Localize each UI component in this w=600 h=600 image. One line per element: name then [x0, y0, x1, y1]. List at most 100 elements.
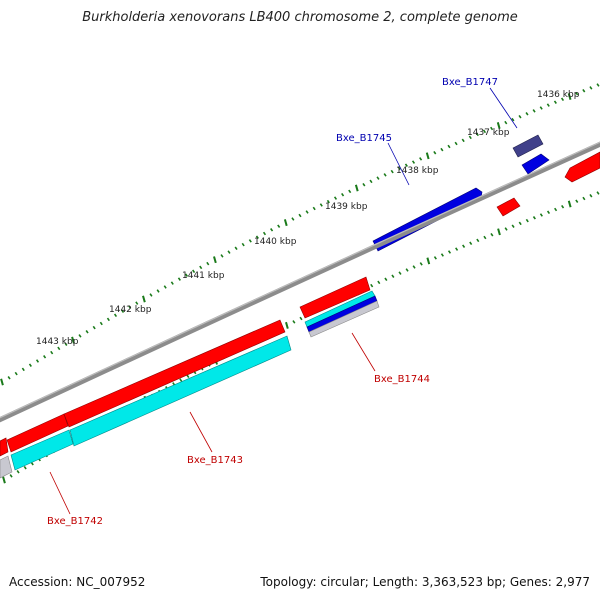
minor-tick — [468, 135, 472, 140]
minor-tick — [298, 213, 302, 218]
minor-tick — [440, 253, 444, 257]
scale-label: 1441 kbp — [182, 271, 225, 281]
minor-tick — [43, 355, 47, 359]
minor-tick — [553, 100, 557, 104]
minor-tick — [21, 367, 25, 372]
minor-tick — [384, 277, 388, 282]
minor-tick — [482, 129, 487, 134]
minor-tick — [518, 114, 522, 119]
gene-bxe-b1747[interactable] — [512, 134, 544, 158]
major-tick — [426, 257, 431, 265]
chromosome-backbone — [0, 141, 600, 423]
minor-tick — [99, 321, 103, 326]
minor-tick — [348, 189, 352, 194]
minor-tick — [582, 196, 586, 201]
minor-tick — [291, 217, 295, 221]
minor-tick — [511, 224, 515, 228]
major-tick — [283, 219, 288, 227]
minor-tick — [504, 120, 508, 125]
gene-label-bxe-b1742[interactable]: Bxe_B1742 — [47, 516, 103, 527]
minor-tick — [234, 246, 238, 251]
minor-tick — [518, 221, 522, 226]
minor-tick — [248, 239, 252, 243]
minor-tick — [483, 235, 487, 240]
minor-tick — [383, 173, 387, 177]
cds-left-edge[interactable] — [0, 455, 13, 479]
minor-tick — [525, 112, 529, 116]
gene-label-bxe-b1745[interactable]: Bxe_B1745 — [336, 133, 392, 144]
minor-tick — [405, 268, 409, 272]
minor-tick — [277, 224, 281, 228]
scale-label: 1443 kbp — [36, 337, 79, 347]
minor-tick — [376, 176, 380, 180]
scale-label: 1439 kbp — [325, 202, 368, 212]
gene-bxe-b1748[interactable] — [564, 151, 600, 183]
map-title: Burkholderia xenovorans LB400 chromosome… — [82, 10, 518, 25]
minor-tick — [227, 250, 231, 254]
cds-bxe-b1742[interactable] — [10, 429, 74, 471]
minor-tick — [85, 330, 89, 334]
minor-tick — [469, 241, 473, 246]
minor-tick — [292, 320, 296, 324]
minor-tick — [241, 242, 245, 247]
scale-labels: 1436 kbp 1437 kbp 1438 kbp 1439 kbp 1440… — [36, 90, 580, 347]
minor-tick — [539, 106, 543, 110]
minor-tick — [575, 91, 579, 96]
minor-tick — [589, 193, 593, 198]
gene-red-left-edge[interactable] — [0, 437, 9, 457]
major-tick — [567, 200, 572, 208]
minor-tick — [546, 210, 551, 215]
scale-label: 1437 kbp — [467, 128, 510, 138]
minor-tick — [50, 350, 54, 355]
gene-label-bxe-b1743[interactable]: Bxe_B1743 — [187, 455, 243, 466]
gene-bxe-b1742[interactable] — [6, 413, 69, 453]
cds-bxe-b1743[interactable] — [69, 335, 292, 447]
minor-tick — [92, 325, 96, 330]
minor-tick — [179, 378, 183, 382]
minor-tick — [9, 474, 13, 478]
minor-tick — [305, 210, 309, 214]
minor-tick — [525, 218, 529, 223]
minor-tick — [333, 196, 338, 200]
minor-tick — [560, 97, 565, 102]
minor-tick — [476, 238, 480, 243]
major-tick — [2, 476, 6, 484]
minor-tick — [397, 166, 401, 171]
gene-label-bxe-b1747[interactable]: Bxe_B1747 — [442, 77, 498, 88]
gene-labels: Bxe_B1747 Bxe_B1745 Bxe_B1744 Bxe_B1743 … — [47, 77, 498, 527]
gene-label-bxe-b1744[interactable]: Bxe_B1744 — [374, 374, 430, 385]
minor-tick — [589, 86, 593, 90]
minor-tick — [433, 150, 437, 155]
cds-bxe-b1744-grey[interactable] — [308, 300, 380, 338]
gene-bxe-b1744[interactable] — [299, 276, 371, 319]
minor-tick — [475, 132, 479, 137]
minor-tick — [28, 363, 32, 367]
minor-tick — [390, 169, 394, 174]
minor-tick — [35, 359, 40, 363]
minor-tick — [220, 254, 224, 258]
minor-tick — [23, 465, 27, 470]
minor-tick — [255, 235, 259, 239]
minor-tick — [106, 317, 110, 322]
minor-tick — [419, 157, 423, 161]
minor-tick — [78, 334, 82, 338]
minor-tick — [455, 247, 459, 251]
gene-small-red[interactable] — [496, 197, 521, 217]
gene-bxe-b1746[interactable] — [521, 153, 550, 175]
minor-tick — [206, 261, 210, 266]
minor-tick — [170, 281, 174, 285]
minor-tick — [326, 199, 330, 204]
minor-tick — [64, 342, 68, 346]
minor-tick — [341, 192, 345, 197]
major-tick — [285, 321, 289, 329]
gene-bxe-b1743[interactable] — [63, 319, 286, 428]
major-tick — [142, 295, 146, 303]
minor-tick — [319, 203, 323, 207]
minor-tick — [461, 138, 465, 143]
minor-tick — [532, 109, 536, 113]
minor-tick — [596, 191, 600, 195]
minor-tick — [177, 277, 181, 281]
minor-tick — [561, 204, 565, 209]
minor-tick — [433, 256, 437, 260]
genome-stats-text: Topology: circular; Length: 3,363,523 bp… — [260, 575, 590, 589]
